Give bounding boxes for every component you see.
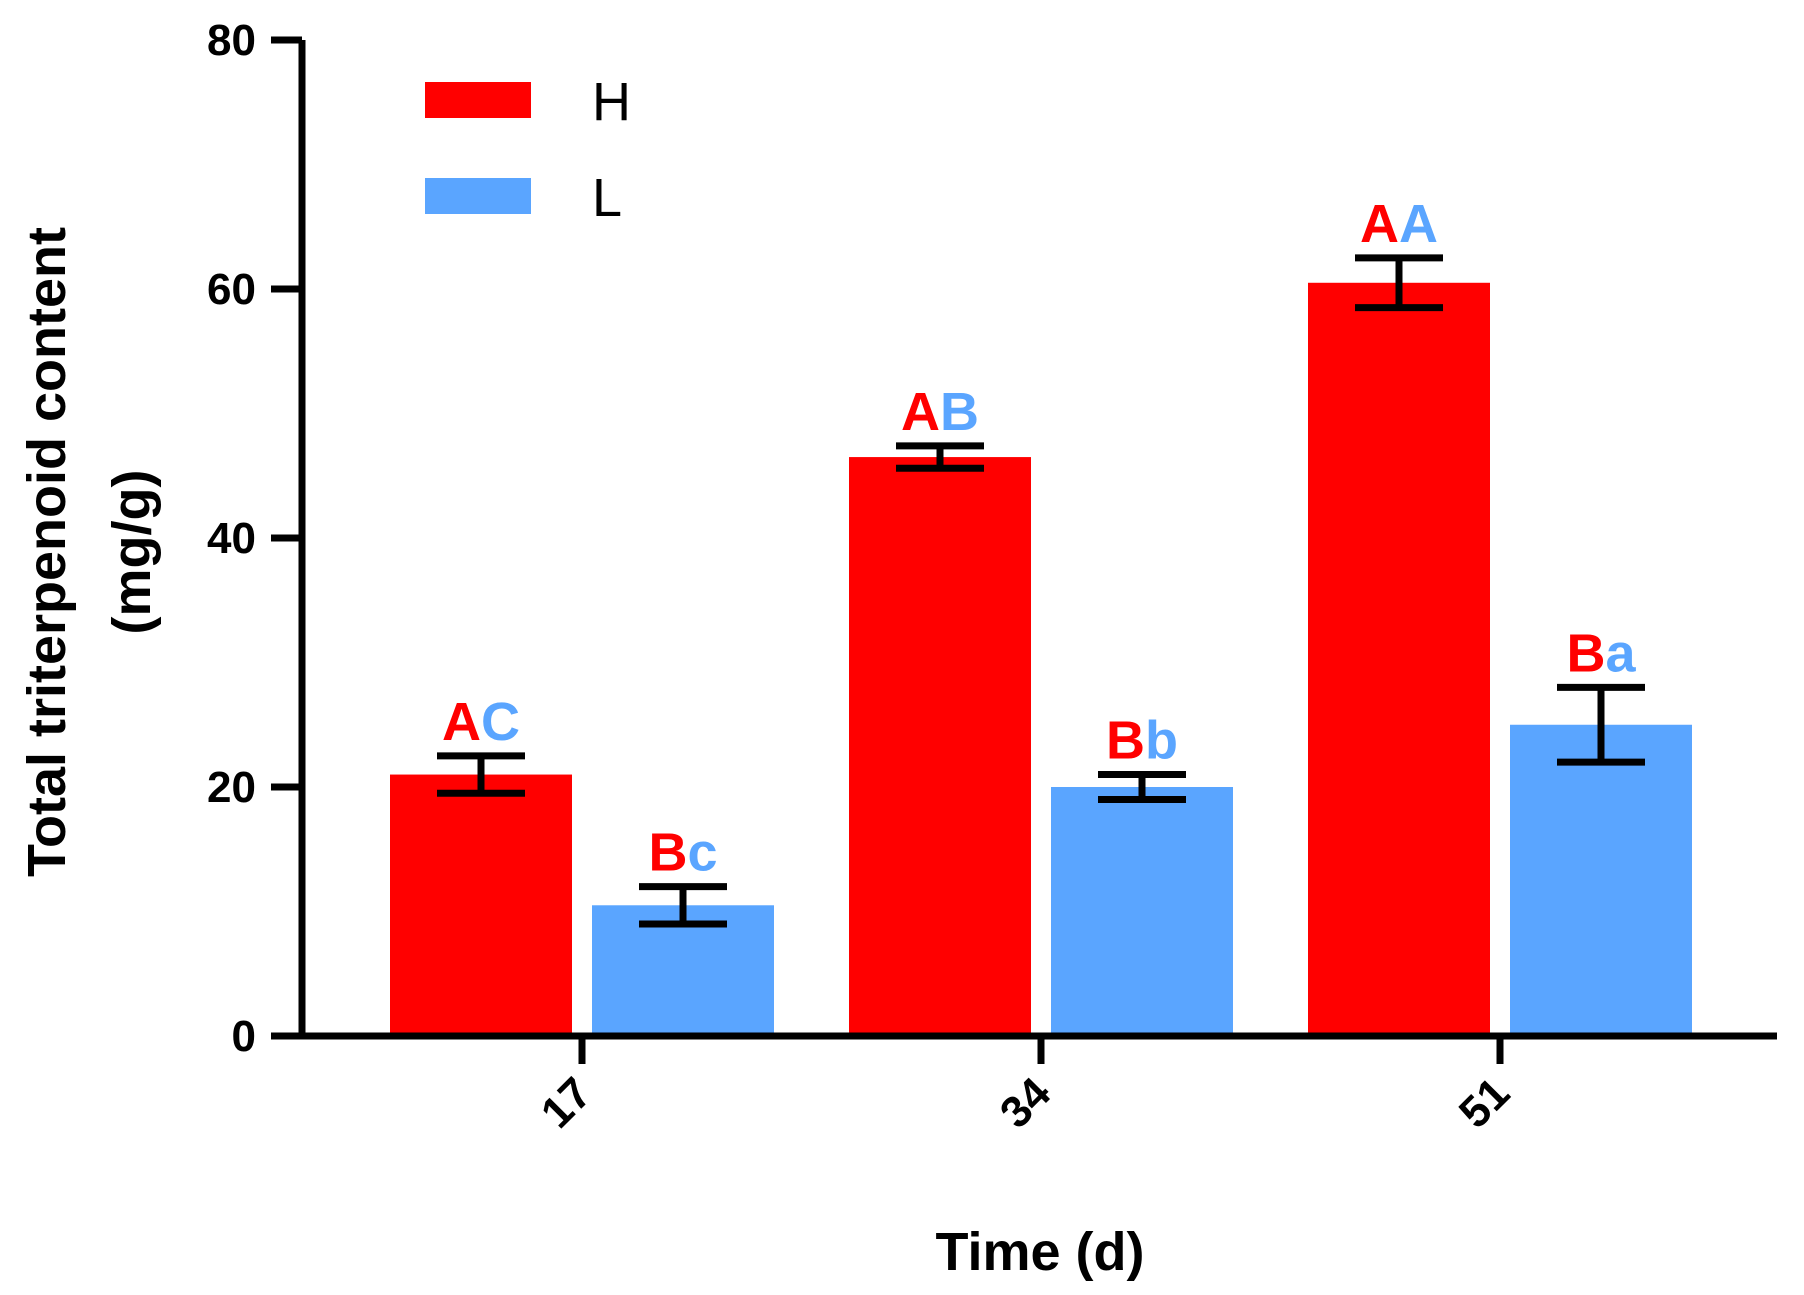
significance-letter: b (1145, 711, 1178, 771)
significance-letter: B (940, 382, 979, 442)
legend-label-H: H (592, 72, 631, 132)
significance-label: AA (1360, 194, 1438, 254)
significance-label: Bb (1106, 711, 1178, 771)
y-axis-title-line2: (mg/g) (102, 470, 162, 635)
legend: HL (425, 72, 631, 228)
significance-label: Ba (1566, 623, 1636, 683)
significance-letter: A (1399, 194, 1438, 254)
significance-letter: A (1360, 194, 1399, 254)
x-tick-label: 34 (991, 1068, 1061, 1138)
significance-letter: C (481, 692, 520, 752)
significance-letter: c (687, 823, 717, 883)
x-tick-label: 51 (1450, 1068, 1519, 1137)
bar-L-34 (1051, 787, 1233, 1036)
significance-label: Bc (648, 823, 717, 883)
significance-letter: A (901, 382, 940, 442)
y-tick-label: 60 (207, 265, 256, 314)
legend-swatch-L (425, 178, 531, 214)
legend-label-L: L (592, 168, 622, 228)
x-tick-label: 17 (532, 1068, 601, 1137)
significance-label: AC (442, 692, 520, 752)
significance-letter: B (648, 823, 687, 883)
y-tick-label: 80 (207, 16, 256, 65)
significance-letter: B (1566, 623, 1605, 683)
bar-L-51 (1510, 724, 1692, 1036)
bar-H-51 (1308, 282, 1490, 1036)
significance-letter: a (1605, 623, 1636, 683)
significance-label: AB (901, 382, 979, 442)
legend-swatch-H (425, 82, 531, 118)
y-tick-label: 0 (232, 1012, 256, 1061)
error-bars (437, 254, 1645, 928)
y-axis-ticks: 0 20 40 60 80 (207, 16, 302, 1061)
bars (390, 282, 1692, 1036)
bar-H-34 (849, 457, 1031, 1036)
y-axis-title-line1: Total triterpenoid content (17, 227, 77, 877)
axes (271, 40, 1777, 1040)
significance-letter: A (442, 692, 481, 752)
x-axis-title: Time (d) (935, 1222, 1144, 1282)
x-axis-ticks: 17 34 51 (532, 1036, 1519, 1138)
bar-H-17 (390, 774, 572, 1036)
significance-letter: B (1106, 711, 1145, 771)
y-tick-label: 20 (207, 763, 256, 812)
y-tick-label: 40 (207, 514, 256, 563)
